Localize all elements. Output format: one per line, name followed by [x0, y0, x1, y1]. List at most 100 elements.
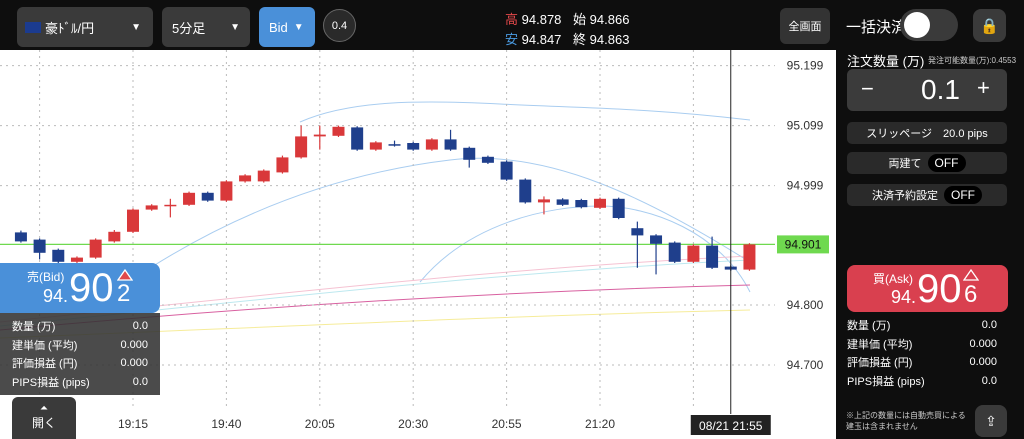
row-value: 0.000 [120, 338, 148, 351]
bid-table: 数量 (万) 0.0 建単価 (平均) 0.000 評価損益 (円) 0.000 PIPS損… [0, 313, 160, 395]
hedge-state: OFF [927, 154, 966, 172]
side-select[interactable]: Bid ▼ [259, 7, 315, 47]
current-price-box [777, 235, 829, 254]
share-button[interactable]: ⇪ [975, 405, 1007, 437]
low-label: 安 [505, 32, 519, 47]
flag-au [25, 21, 41, 33]
ask-label: 買(Ask) [873, 272, 913, 286]
slippage-text: スリッページ 20.0 pips [866, 128, 988, 140]
candle-body [687, 245, 700, 262]
quantity-stepper: − 0.1 + [847, 69, 1007, 111]
band-middle [149, 157, 751, 269]
current-price-label: 94.901 [785, 237, 822, 251]
caret: ▼ [131, 21, 141, 33]
symbol-select[interactable]: 豪ﾄﾞﾙ/円 ▼ [17, 7, 153, 47]
candle-body [631, 228, 644, 236]
ask-price-tail: 6 [964, 281, 978, 308]
table-row: 建単価 (平均) 0.000 [12, 336, 148, 355]
row-value: 0.000 [969, 337, 997, 350]
candle-body [276, 157, 289, 173]
candle-body [481, 156, 494, 163]
x-tick-label: 20:30 [398, 417, 428, 431]
candle-body [519, 179, 532, 203]
minus-button[interactable]: − [861, 76, 874, 101]
quantity-label: 注文数量 (万) [847, 54, 925, 69]
bulk-close-label: 一括決済 [846, 19, 907, 36]
candle-body [183, 192, 196, 205]
candle-body [463, 147, 476, 160]
spread: 0.4 [323, 9, 356, 42]
candle-body [706, 245, 719, 268]
candle-body [295, 136, 308, 158]
bulk-close-toggle[interactable] [900, 9, 958, 41]
y-tick-label: 94.800 [787, 298, 824, 312]
reservation-state: OFF [944, 186, 982, 204]
table-row: PIPS損益 (pips) 0.0 [847, 372, 997, 391]
row-label: 数量 (万) [12, 321, 56, 334]
y-tick-label: 95.199 [787, 59, 824, 73]
ask-table: 数量 (万) 0.0 建単価 (平均) 0.000 評価損益 (円) 0.000 PIPS損… [847, 316, 997, 390]
open-label: 始 [573, 12, 587, 27]
x-tick-label: 19:40 [211, 417, 241, 431]
candle-body [351, 127, 364, 150]
row-value: 0.0 [132, 375, 148, 388]
candle-body [127, 209, 139, 232]
timeframe-select[interactable]: 5分足 ▼ [162, 7, 250, 47]
caret: ▼ [293, 21, 304, 33]
candle-body [575, 200, 588, 208]
table-row: 数量 (万) 0.0 [12, 317, 148, 336]
open-panel-button[interactable]: ⏶ 開く [12, 397, 76, 439]
open-arrow: ⏶ [40, 403, 48, 414]
band-upper [299, 101, 751, 123]
candle-body [33, 239, 46, 253]
slippage[interactable]: スリッページ 20.0 pips [847, 122, 1007, 144]
candle-body [89, 239, 102, 258]
candle-body [444, 139, 457, 150]
candle-body [537, 199, 550, 203]
open: 94.866 [589, 12, 630, 27]
candle-body [668, 242, 681, 262]
lock-button[interactable]: 🔒 [973, 9, 1006, 42]
candle-body [500, 161, 513, 180]
candle-body [556, 199, 569, 205]
table-row: 評価損益 (円) 0.000 [847, 353, 997, 372]
reservation[interactable]: 決済予約設定 OFF [847, 184, 1007, 206]
candle-body [407, 143, 420, 150]
candle-body [239, 175, 252, 182]
plus-button[interactable]: + [977, 75, 990, 100]
candle-body [332, 126, 345, 136]
candle-body [145, 205, 158, 210]
x-tick-label: 20:05 [305, 417, 335, 431]
ohlc-row-2: 安 94.847 終 94.863 [505, 29, 629, 48]
bid-button[interactable]: 売(Bid) 94. 90 2 [0, 263, 160, 313]
candle-body [14, 232, 27, 242]
x-tick-label: 20:55 [492, 417, 522, 431]
row-value: 0.0 [132, 320, 148, 333]
row-value: 0.000 [969, 356, 997, 369]
candle-body [594, 198, 606, 208]
timeframe: 5分足 [172, 20, 206, 36]
bid-label: 売(Bid) [27, 270, 65, 284]
high: 94.878 [521, 12, 562, 27]
candle-body [257, 170, 270, 182]
open-label: 開く [31, 416, 56, 430]
ask-button[interactable]: 買(Ask) 94. 90 6 [847, 265, 1008, 312]
table-row: 数量 (万) 0.0 [847, 316, 997, 335]
hedge[interactable]: 両建て OFF [847, 152, 1007, 174]
fullscreen-button[interactable]: 全画面 [780, 8, 830, 44]
bid-price-big: 90 [69, 266, 114, 310]
row-label: 数量 (万) [847, 320, 891, 333]
note: ※上記の数量には自動売買による建玉は含まれません [846, 411, 966, 431]
candle-body [425, 139, 438, 150]
candle-body [388, 144, 401, 146]
ask-price-head: 94. [891, 287, 917, 307]
row-label: 建単価 (平均) [12, 339, 78, 352]
symbol: 豪ﾄﾞﾙ/円 [45, 20, 95, 36]
candle-body [369, 142, 382, 150]
caret: ▼ [230, 21, 240, 33]
row-value: 0.000 [120, 357, 148, 370]
x-tick-label: 19:15 [118, 417, 148, 431]
row-value: 0.0 [981, 374, 997, 387]
toggle-knob [904, 12, 930, 38]
